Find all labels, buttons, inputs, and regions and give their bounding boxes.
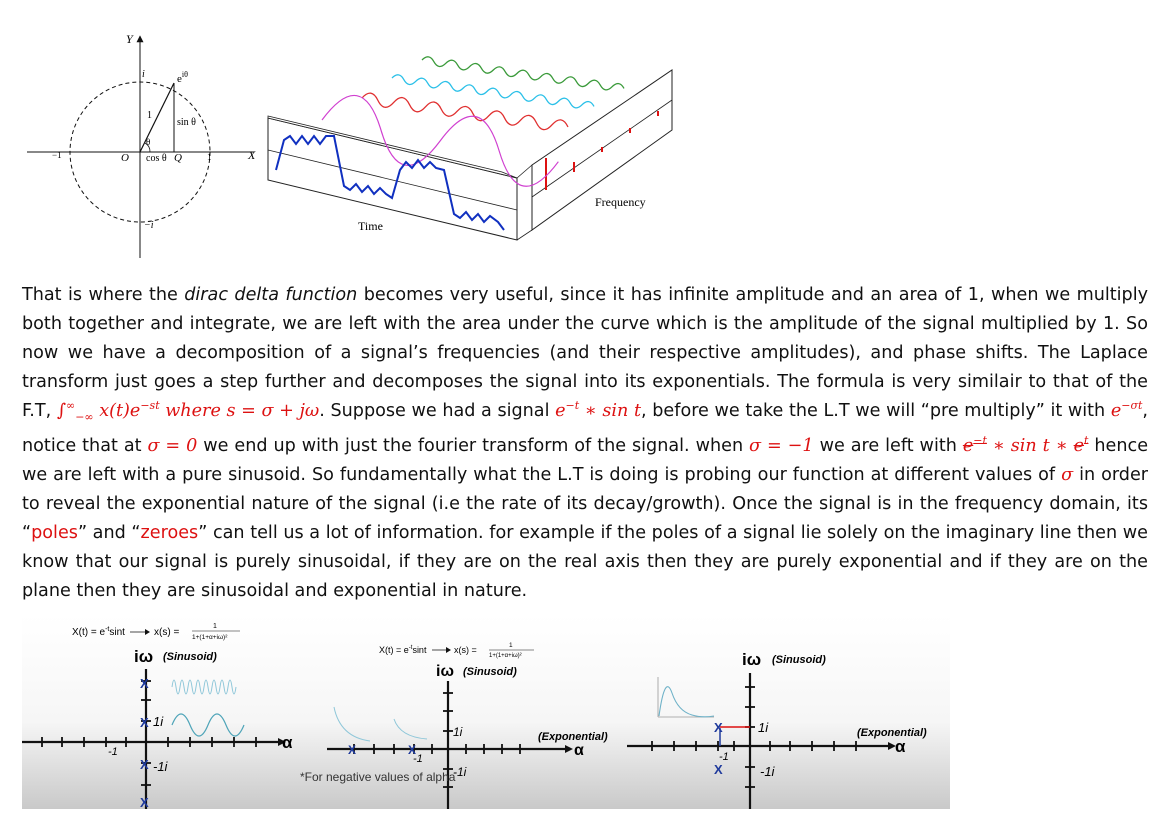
y-axis-label: Y xyxy=(126,32,134,46)
wave-red xyxy=(361,92,569,131)
euler-label: eiθ xyxy=(177,70,188,85)
cos-label: cos θ xyxy=(146,153,167,164)
fourier-decomposition-diagram: Time Frequency xyxy=(267,56,673,241)
formula-den: 1+(1+α+iω)² xyxy=(489,653,522,659)
one-i-label: 1i xyxy=(758,720,769,735)
minus-one-i-label: -1i xyxy=(153,759,169,774)
para-text: becomes very useful, since it has infini… xyxy=(22,285,1149,421)
cancel-formula: e−t ∗ sin t ∗ et xyxy=(962,433,1089,456)
pole-plot-sinusoid: X(t) = e-tsint x(s) = 1 1+(1+α+iω)² iω (… xyxy=(22,623,293,810)
zeroes-word: zeroes xyxy=(140,522,199,543)
frequency-label: Frequency xyxy=(595,195,646,209)
theta-label: θ xyxy=(146,137,150,147)
para-text: we end up with just the fourier transfor… xyxy=(197,435,750,456)
time-panel xyxy=(267,117,518,241)
para-text: hence we are left with a pure sinusoid. … xyxy=(22,435,1149,485)
pole-plot-exponential: X(t) = e-tsint x(s) = 1 1+(1+α+iω)² iω (… xyxy=(300,642,608,809)
pole-x: X xyxy=(408,743,416,757)
i-top-label: i xyxy=(142,69,145,80)
formula-num: 1 xyxy=(213,623,217,630)
sinusoid-label: (Sinusoid) xyxy=(163,651,217,663)
iw-label: iω xyxy=(742,650,761,669)
sigma-zero: σ = 0 xyxy=(147,435,198,456)
formula-den: 1+(1+α+iω)² xyxy=(192,634,228,641)
x-axis-label: X xyxy=(247,148,256,162)
pole-x: X xyxy=(140,676,149,691)
formula-left: X(t) = e-tsint xyxy=(72,626,125,638)
time-label: Time xyxy=(358,219,383,233)
pole-x: X xyxy=(140,715,149,730)
iw-label: iω xyxy=(436,663,454,680)
mini-wave-slow xyxy=(171,713,245,737)
pole-x: X xyxy=(714,720,723,735)
minus-one-label: -1 xyxy=(719,751,729,763)
sinusoid-label: (Sinusoid) xyxy=(772,654,826,666)
wave-magenta xyxy=(321,94,559,187)
plus-one-label: 1 xyxy=(207,152,212,162)
q-label: Q xyxy=(174,152,182,164)
unit-circle xyxy=(69,81,211,223)
dirac-term: dirac delta function xyxy=(184,285,358,305)
origin-label: O xyxy=(121,152,129,164)
decay-curve xyxy=(333,706,371,742)
minus-one-label: -1 xyxy=(108,746,118,758)
iw-label: iω xyxy=(134,647,153,666)
minus-one-label: -1 xyxy=(413,753,423,765)
alpha-label: α xyxy=(282,733,293,752)
pole-plot-combined: iω (Sinusoid) α (Exponential) -1 1i -1i … xyxy=(627,650,927,809)
pole-x: X xyxy=(348,743,356,757)
formula-xs: x(s) = xyxy=(154,627,179,638)
para-text: . Suppose we had a signal xyxy=(319,401,556,421)
para-text: we are left with xyxy=(813,435,963,456)
minus-one-label: −1 xyxy=(52,150,62,160)
para-text: , before we take the L.T we will “pre mu… xyxy=(641,401,1111,421)
exponential-label: (Exponential) xyxy=(857,727,927,739)
one-i-label: 1i xyxy=(453,725,463,739)
sinusoid-label: (Sinusoid) xyxy=(463,666,517,678)
premultiply-formula: e−σt xyxy=(1110,399,1143,421)
para-text: That is where the xyxy=(22,285,185,305)
formula-num: 1 xyxy=(509,642,513,649)
laplace-formula: ∫∞−∞ x(t)e−st where s = σ + jω xyxy=(56,399,320,424)
minus-one-i-label: -1i xyxy=(760,764,776,779)
theta-arc xyxy=(144,142,151,153)
minus-one-i-label: -1i xyxy=(453,765,467,779)
signal-formula: e−t ∗ sin t xyxy=(555,399,642,421)
composite-wave xyxy=(275,134,505,231)
sigma-minus-one: σ = −1 xyxy=(749,435,814,456)
decay-curve xyxy=(393,718,428,740)
para-text: ” and “ xyxy=(77,522,141,543)
alpha-label: α xyxy=(574,742,584,759)
exponential-label: (Exponential) xyxy=(538,731,608,743)
wave-cyan xyxy=(391,74,595,109)
formula-left: X(t) = e-tsint xyxy=(379,645,427,655)
radius-label: 1 xyxy=(147,110,152,121)
pole-x: X xyxy=(714,762,723,777)
sin-label: sin θ xyxy=(177,117,196,128)
body-paragraph: That is where the dirac delta function b… xyxy=(22,281,1148,606)
note-text: *For negative values of alpha xyxy=(300,770,456,784)
i-bottom-label: −i xyxy=(144,220,154,231)
para-text: ” can tell us a lot of information. for … xyxy=(22,522,1148,601)
pole-plots-strip: X(t) = e-tsint x(s) = 1 1+(1+α+iω)² iω (… xyxy=(22,615,950,810)
mini-wave-fast xyxy=(171,679,237,695)
radius-line xyxy=(139,82,175,153)
alpha-label: α xyxy=(895,737,906,756)
one-i-label: 1i xyxy=(153,714,164,729)
damped-wave xyxy=(658,686,715,718)
para-text: in order to reveal the exponential natur… xyxy=(22,464,1148,543)
unit-circle-diagram: Y X i −i eiθ 1 sin θ θ cos θ O Q −1 1 xyxy=(27,32,256,258)
pole-x: X xyxy=(140,757,149,772)
sigma-symbol: σ xyxy=(1061,464,1074,485)
poles-word: poles xyxy=(31,522,78,543)
wave-green xyxy=(421,56,625,91)
time-panel-top xyxy=(267,115,518,179)
formula-xs: x(s) = xyxy=(454,645,477,655)
para-text: , notice that at xyxy=(22,401,1148,456)
pole-x: X xyxy=(140,795,149,810)
